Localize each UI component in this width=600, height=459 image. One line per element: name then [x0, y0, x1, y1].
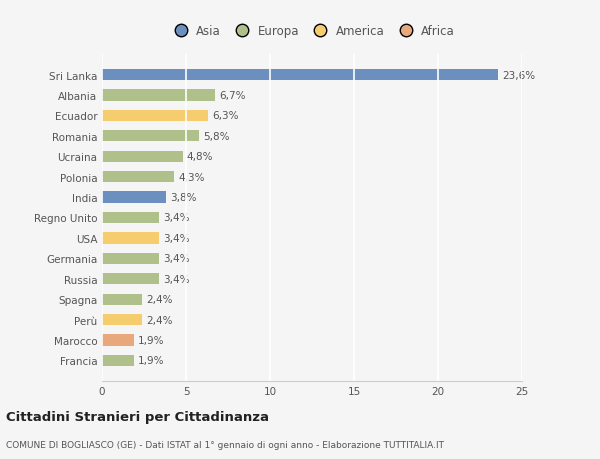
Text: 3,4%: 3,4%: [163, 213, 190, 223]
Text: 3,4%: 3,4%: [163, 274, 190, 284]
Bar: [102, 233, 159, 244]
Text: 1,9%: 1,9%: [138, 356, 164, 365]
Bar: [102, 70, 499, 81]
Bar: [102, 131, 199, 142]
Bar: [102, 314, 142, 325]
Text: 3,4%: 3,4%: [163, 254, 190, 264]
Bar: [102, 90, 215, 101]
Text: Cittadini Stranieri per Cittadinanza: Cittadini Stranieri per Cittadinanza: [6, 410, 269, 423]
Bar: [102, 172, 174, 183]
Text: 2,4%: 2,4%: [146, 315, 173, 325]
Text: COMUNE DI BOGLIASCO (GE) - Dati ISTAT al 1° gennaio di ogni anno - Elaborazione : COMUNE DI BOGLIASCO (GE) - Dati ISTAT al…: [6, 441, 444, 449]
Bar: [102, 151, 182, 162]
Text: 2,4%: 2,4%: [146, 295, 173, 304]
Bar: [102, 355, 134, 366]
Text: 3,4%: 3,4%: [163, 233, 190, 243]
Bar: [102, 274, 159, 285]
Text: 5,8%: 5,8%: [203, 132, 230, 141]
Bar: [102, 111, 208, 122]
Bar: [102, 335, 134, 346]
Text: 4,3%: 4,3%: [178, 172, 205, 182]
Bar: [102, 253, 159, 264]
Text: 3,8%: 3,8%: [170, 193, 197, 203]
Text: 23,6%: 23,6%: [503, 71, 536, 80]
Legend: Asia, Europa, America, Africa: Asia, Europa, America, Africa: [166, 22, 458, 42]
Text: 4,8%: 4,8%: [187, 152, 214, 162]
Text: 1,9%: 1,9%: [138, 335, 164, 345]
Bar: [102, 213, 159, 224]
Text: 6,7%: 6,7%: [219, 91, 245, 101]
Bar: [102, 192, 166, 203]
Text: 6,3%: 6,3%: [212, 111, 239, 121]
Bar: [102, 294, 142, 305]
